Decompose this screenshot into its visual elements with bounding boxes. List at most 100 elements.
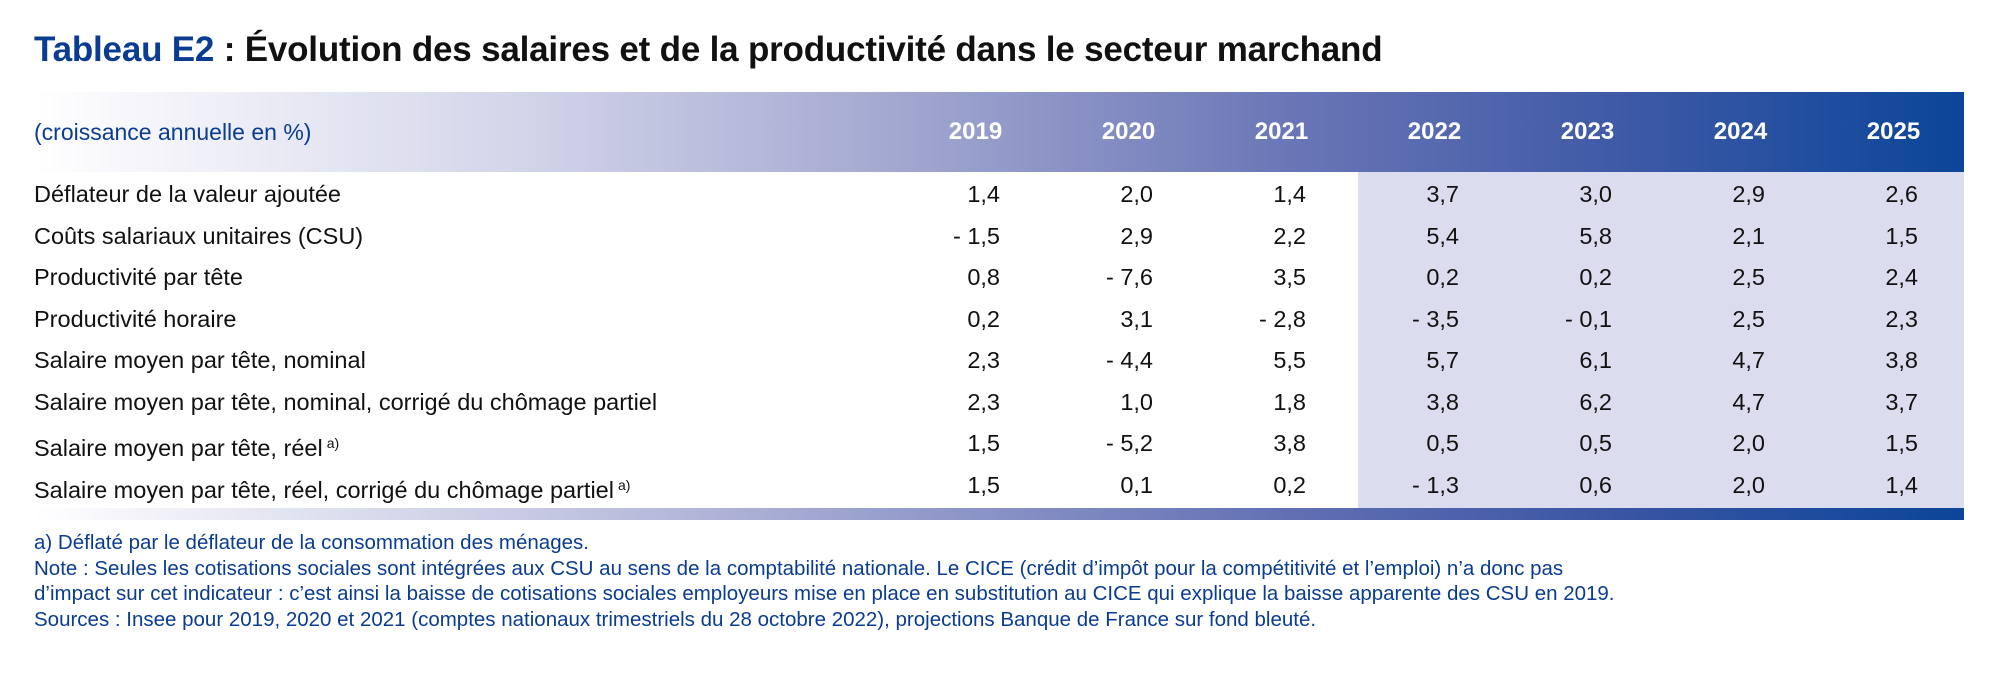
cell-2025: 3,8: [1885, 347, 1918, 373]
cell-2019: 1,4: [967, 181, 1000, 207]
column-header-2022: 2022: [1407, 118, 1462, 145]
row-label: Salaire moyen par tête, nominal, corrigé…: [34, 382, 657, 424]
table-header: (croissance annuelle en %) 2019 2020 2021 2…: [34, 92, 1964, 172]
cell-2022: 3,8: [1426, 388, 1459, 415]
row-label-text: Salaire moyen par tête, nominal: [34, 347, 366, 373]
cell-2022: - 3,5: [1411, 305, 1459, 332]
cell-2022: 0,2: [1426, 264, 1459, 290]
row-label-text: Salaire moyen par tête, réel, corrigé du…: [34, 476, 614, 503]
table-row: Productivité par tête 0,8 - 7,6 3,5 0,2 0,2 2,…: [34, 257, 1964, 299]
cell-2022: - 1,3: [1411, 471, 1459, 498]
table-row: Productivité horaire 0,2 3,1 - 2,8 - 3,5 - 0,…: [34, 299, 1964, 341]
cell-2022: 0,5: [1426, 430, 1459, 456]
cell-2024: 4,7: [1732, 347, 1765, 373]
row-label-text: Productivité par tête: [34, 264, 243, 290]
table-number: Tableau E2: [34, 30, 215, 69]
table-row: Coûts salariaux unitaires (CSU) - 1,5 2,9 2…: [34, 216, 1964, 258]
row-label: Salaire moyen par tête, réel, corrigé du…: [34, 465, 630, 512]
cell-2021: 5,5: [1273, 347, 1306, 373]
table-title: Tableau E2 : Évolution des salaires et d…: [34, 30, 1383, 70]
row-label-text: Productivité horaire: [34, 305, 237, 332]
cell-2024: 4,7: [1732, 388, 1765, 415]
cell-2023: 0,6: [1579, 471, 1612, 498]
table-row: Salaire moyen par tête, réel a) 1,5 - 5,2 3,…: [34, 423, 1964, 465]
column-header-2023: 2023: [1560, 118, 1615, 145]
row-label: Salaire moyen par tête, nominal: [34, 340, 366, 382]
row-label: Salaire moyen par tête, réel a): [34, 423, 339, 470]
cell-2021: 0,2: [1273, 471, 1306, 498]
cell-2019: 2,3: [967, 347, 1000, 373]
cell-2021: 1,8: [1273, 388, 1306, 415]
cell-2020: 1,0: [1120, 388, 1153, 415]
cell-2020: - 5,2: [1105, 430, 1153, 456]
cell-2022: 5,7: [1426, 347, 1459, 373]
footnote-note-line-2: d’impact sur cet indicateur : c’est ains…: [34, 582, 1615, 605]
table-row: Salaire moyen par tête, nominal, corrigé…: [34, 382, 1964, 424]
cell-2019: 0,8: [967, 264, 1000, 290]
cell-2021: 1,4: [1273, 181, 1306, 207]
footnote-marker: a): [617, 476, 631, 493]
table-row: Déflateur de la valeur ajoutée 1,4 2,0 1,4 3…: [34, 174, 1964, 216]
row-label-text: Déflateur de la valeur ajoutée: [34, 181, 342, 207]
cell-2025: 2,4: [1885, 264, 1918, 290]
row-label: Productivité horaire: [34, 299, 236, 341]
cell-2024: 2,1: [1732, 222, 1765, 249]
cell-2020: 3,1: [1120, 305, 1153, 332]
cell-2022: 5,4: [1426, 222, 1459, 249]
cell-2024: 2,9: [1732, 181, 1765, 207]
cell-2019: 1,5: [967, 430, 1000, 456]
cell-2024: 2,5: [1732, 264, 1765, 290]
footnote-marker: a): [326, 435, 340, 451]
cell-2022: 3,7: [1426, 181, 1459, 207]
cell-2023: - 0,1: [1564, 305, 1612, 332]
cell-2023: 0,2: [1579, 264, 1612, 290]
projection-shade: [1358, 172, 1964, 508]
cell-2020: - 7,6: [1105, 264, 1153, 290]
cell-2025: 1,5: [1885, 222, 1918, 249]
cell-2025: 1,4: [1885, 471, 1918, 498]
cell-2024: 2,0: [1732, 430, 1765, 456]
footnotes: a) Déflaté par le déflateur de la consom…: [34, 530, 1615, 632]
row-label: Productivité par tête: [34, 257, 243, 299]
cell-2023: 6,1: [1579, 347, 1612, 373]
cell-2019: 1,5: [967, 471, 1000, 498]
cell-2023: 0,5: [1579, 430, 1612, 456]
cell-2019: 0,2: [967, 305, 1000, 332]
column-header-2021: 2021: [1254, 118, 1309, 145]
cell-2020: 2,0: [1120, 181, 1153, 207]
column-header-2024: 2024: [1713, 118, 1768, 145]
cell-2020: 2,9: [1120, 222, 1153, 249]
cell-2019: 2,3: [967, 388, 1000, 415]
cell-2025: 2,3: [1885, 305, 1918, 332]
row-label: Coûts salariaux unitaires (CSU): [34, 216, 363, 258]
cell-2021: - 2,8: [1258, 305, 1306, 332]
table-row: Salaire moyen par tête, nominal 2,3 - 4,4 5…: [34, 340, 1964, 382]
column-header-2025: 2025: [1866, 118, 1921, 145]
cell-2025: 3,7: [1885, 388, 1918, 415]
table-row: Salaire moyen par tête, réel, corrigé du…: [34, 465, 1964, 507]
cell-2020: - 4,4: [1105, 347, 1153, 373]
cell-2023: 5,8: [1579, 222, 1612, 249]
cell-2023: 6,2: [1579, 388, 1612, 415]
table-bottom-bar: [34, 508, 1964, 520]
cell-2023: 3,0: [1579, 181, 1612, 207]
cell-2021: 3,8: [1273, 430, 1306, 456]
cell-2025: 2,6: [1885, 181, 1918, 207]
cell-2019: - 1,5: [952, 222, 1000, 249]
cell-2021: 3,5: [1273, 264, 1306, 290]
cell-2025: 1,5: [1885, 430, 1918, 456]
column-header-2019: 2019: [948, 118, 1003, 145]
column-header-2020: 2020: [1101, 118, 1156, 145]
cell-2024: 2,5: [1732, 305, 1765, 332]
footnote-a: a) Déflaté par le déflateur de la consom…: [34, 531, 589, 554]
footnote-sources: Sources : Insee pour 2019, 2020 et 2021 …: [34, 607, 1317, 631]
cell-2021: 2,2: [1273, 222, 1306, 249]
unit-label: (croissance annuelle en %): [34, 119, 312, 145]
cell-2020: 0,1: [1120, 471, 1153, 498]
row-label: Déflateur de la valeur ajoutée: [34, 174, 341, 216]
table-title-text: : Évolution des salaires et de la produc…: [214, 30, 1383, 69]
row-label-text: Coûts salariaux unitaires (CSU): [34, 222, 364, 249]
cell-2024: 2,0: [1732, 471, 1765, 498]
row-label-text: Salaire moyen par tête, réel: [34, 435, 323, 461]
footnote-note-line-1: Note : Seules les cotisations sociales s…: [34, 556, 1564, 580]
